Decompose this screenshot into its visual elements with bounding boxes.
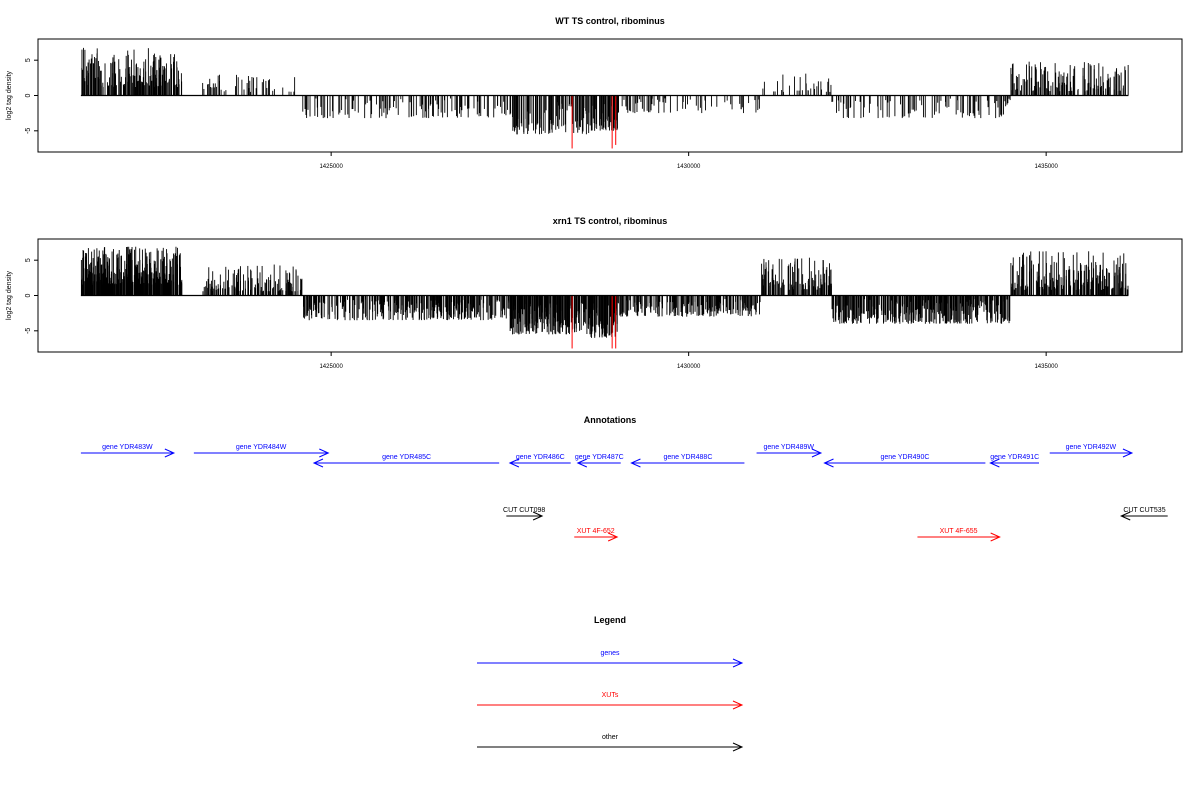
legend-entry: other xyxy=(477,734,744,752)
wt-coverage-panel: WT TS control, ribominus log2 tag density… xyxy=(6,16,1183,170)
legend-label: other xyxy=(602,734,619,741)
arrow-head xyxy=(811,448,823,458)
feature-arrow: gene YDR484W xyxy=(193,444,330,458)
arrow-head xyxy=(576,458,588,468)
x-tick-label: 1430000 xyxy=(677,164,701,170)
y-tick-label: 5 xyxy=(25,258,32,262)
panel-title: xrn1 TS control, ribominus xyxy=(553,216,668,226)
feature-label: XUT 4F-652 xyxy=(577,528,615,535)
feature-arrow: gene YDR483W xyxy=(80,444,176,458)
feature-arrow: XUT 4F-655 xyxy=(917,528,1001,542)
y-tick-label: 5 xyxy=(25,58,32,62)
arrow-head xyxy=(989,458,1000,468)
x-tick-label: 1425000 xyxy=(319,164,343,170)
feature-label: gene YDR488C xyxy=(663,454,712,461)
arrow-head xyxy=(990,532,1001,542)
y-tick-label: -5 xyxy=(25,328,32,334)
y-tick-label: 0 xyxy=(25,293,32,297)
x-tick-label: 1430000 xyxy=(677,364,701,370)
feature-arrow: gene YDR489W xyxy=(756,444,823,458)
legend-entry: genes xyxy=(477,650,744,668)
x-tick-label: 1425000 xyxy=(319,364,343,370)
legend-title: Legend xyxy=(594,615,626,625)
arrow-head xyxy=(732,658,744,668)
annotations-panel: Annotations gene YDR483W gene YDR484W gene … xyxy=(80,415,1168,542)
y-axis-label: log2 tag density xyxy=(6,270,13,320)
feature-label: gene YDR490C xyxy=(880,454,929,461)
feature-arrow: gene YDR488C xyxy=(630,454,745,468)
arrow-head xyxy=(312,458,324,468)
x-tick-label: 1435000 xyxy=(1034,364,1058,370)
arrow-head xyxy=(630,458,641,468)
feature-arrow: gene YDR491C xyxy=(989,454,1039,468)
arrow-head xyxy=(823,458,834,468)
feature-arrow: CUT CUT098 xyxy=(503,507,545,521)
arrow-head xyxy=(319,448,330,458)
arrow-head xyxy=(732,742,744,752)
legend-label: genes xyxy=(600,650,620,657)
feature-arrow: gene YDR492W xyxy=(1049,444,1134,458)
feature-label: gene YDR485C xyxy=(382,454,431,461)
arrow-head xyxy=(1122,448,1134,458)
feature-arrow: CUT CUT535 xyxy=(1119,507,1168,521)
y-axis-label: log2 tag density xyxy=(6,70,13,120)
annotations-title: Annotations xyxy=(584,415,637,425)
feature-label: gene YDR487C xyxy=(575,454,624,461)
arrow-head xyxy=(732,700,744,710)
feature-arrow: gene YDR485C xyxy=(312,454,500,468)
feature-label: gene YDR486C xyxy=(516,454,565,461)
arrow-head xyxy=(532,511,544,521)
feature-label: gene YDR483W xyxy=(102,444,153,451)
feature-label: CUT CUT098 xyxy=(503,507,545,514)
feature-label: gene YDR492W xyxy=(1066,444,1117,451)
arrow-head xyxy=(508,458,520,468)
feature-label: CUT CUT535 xyxy=(1123,507,1165,514)
coverage-bars xyxy=(81,47,1129,135)
legend-entry: XUTs xyxy=(477,692,744,710)
xrn1-coverage-panel: xrn1 TS control, ribominus log2 tag densi… xyxy=(6,216,1183,370)
panel-title: WT TS control, ribominus xyxy=(555,16,665,26)
arrow-head xyxy=(164,448,176,458)
feature-arrow: gene YDR486C xyxy=(508,454,571,468)
feature-label: gene YDR489W xyxy=(764,444,815,451)
x-tick-label: 1435000 xyxy=(1034,164,1058,170)
arrow-head xyxy=(1119,511,1131,521)
feature-arrow: XUT 4F-652 xyxy=(574,528,619,542)
y-tick-label: 0 xyxy=(25,93,32,97)
feature-arrow: gene YDR490C xyxy=(823,454,986,468)
feature-label: gene YDR484W xyxy=(236,444,287,451)
feature-label: gene YDR491C xyxy=(990,454,1039,461)
legend-panel: Legend genes XUTs other xyxy=(477,615,744,752)
legend-label: XUTs xyxy=(602,692,619,699)
feature-label: XUT 4F-655 xyxy=(940,528,978,535)
feature-arrow: gene YDR487C xyxy=(575,454,624,468)
y-tick-label: -5 xyxy=(25,128,32,134)
coverage-bars xyxy=(80,246,1129,338)
arrow-head xyxy=(607,532,619,542)
